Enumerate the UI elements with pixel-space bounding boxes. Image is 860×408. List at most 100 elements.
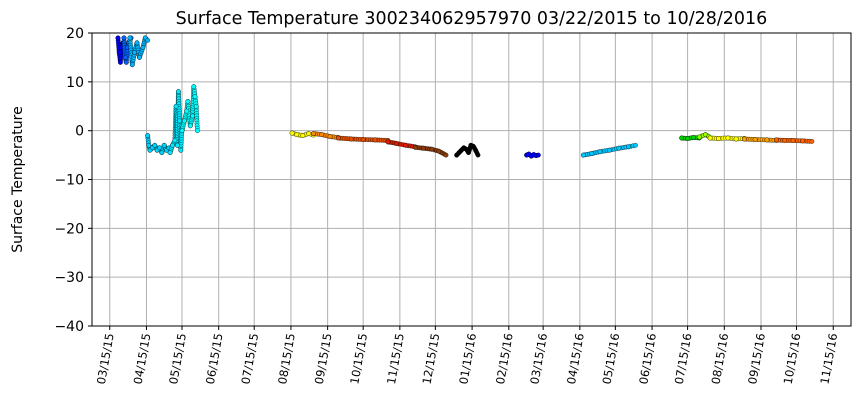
data-point	[774, 137, 779, 143]
data-point	[121, 35, 127, 41]
series-13	[524, 151, 541, 159]
series-11	[412, 144, 449, 158]
data-point	[116, 50, 122, 55]
data-point	[466, 150, 471, 155]
x-tick-label: 02/15/16	[493, 332, 516, 385]
x-tick-label: 12/15/15	[420, 332, 443, 385]
data-point	[173, 103, 179, 109]
data-point	[443, 152, 449, 158]
data-point	[319, 132, 325, 137]
y-tick-label: 0	[75, 124, 84, 140]
data-point	[589, 151, 595, 156]
data-point	[187, 123, 193, 129]
data-point	[707, 135, 713, 141]
data-point	[335, 135, 341, 141]
x-axis: 03/15/15 04/15/15 05/15/15 06/15/15 07/15/15…	[94, 326, 840, 385]
series-6	[179, 84, 200, 134]
data-point	[157, 145, 162, 151]
data-point	[134, 40, 140, 46]
data-point	[146, 142, 152, 148]
data-point	[633, 142, 638, 148]
data-point	[327, 134, 333, 139]
x-tick-label: 03/15/15	[94, 332, 117, 385]
data-point	[685, 136, 690, 141]
data-point	[697, 134, 702, 140]
data-point	[372, 137, 378, 143]
x-tick-label: 08/15/15	[275, 332, 298, 385]
x-tick-label: 05/15/16	[600, 332, 623, 385]
data-point	[607, 147, 612, 153]
data-point	[752, 137, 758, 142]
x-tick-label: 04/15/16	[564, 332, 587, 385]
data-point	[716, 136, 721, 141]
x-tick-label: 10/15/15	[347, 332, 370, 385]
data-point	[421, 145, 426, 151]
series-19	[774, 137, 815, 144]
data-point	[475, 152, 481, 158]
data-point	[145, 133, 151, 138]
series-12	[454, 142, 481, 158]
data-point	[129, 62, 135, 68]
data-point	[764, 137, 770, 143]
data-point	[679, 135, 685, 141]
data-point	[429, 146, 435, 152]
y-axis-label: Surface Temperature	[10, 106, 26, 252]
data-point	[473, 147, 478, 153]
y-tick-label: −30	[54, 270, 84, 286]
x-tick-label: 06/15/15	[203, 332, 226, 385]
data-point	[616, 145, 622, 151]
y-tick-label: −20	[54, 221, 84, 237]
data-point	[179, 128, 185, 134]
series-4	[145, 133, 172, 155]
x-tick-label: 03/15/16	[527, 332, 550, 385]
data-point	[184, 108, 190, 114]
x-tick-label: 04/15/15	[131, 332, 154, 385]
series-10	[385, 139, 418, 150]
data-point	[177, 118, 182, 124]
data-point	[178, 147, 184, 153]
data-point	[123, 59, 129, 65]
data-point	[360, 137, 366, 142]
data-point	[137, 55, 142, 60]
data-point	[167, 150, 173, 155]
data-point	[185, 99, 191, 104]
data-point	[127, 35, 133, 41]
x-tick-label: 07/15/15	[238, 332, 261, 385]
data-point	[170, 142, 175, 148]
data-point	[161, 142, 167, 148]
data-point	[393, 141, 399, 146]
x-tick-label: 05/15/15	[166, 332, 189, 385]
data-point	[115, 35, 121, 41]
data-point	[436, 148, 442, 154]
data-point	[122, 55, 128, 60]
x-tick-label: 06/15/16	[636, 332, 659, 385]
data-point	[311, 131, 316, 136]
data-point	[140, 45, 146, 50]
data-points	[115, 35, 815, 159]
data-point	[306, 131, 312, 136]
x-tick-label: 07/15/16	[672, 332, 695, 385]
data-point	[195, 128, 200, 134]
data-point	[581, 152, 586, 158]
data-point	[742, 136, 747, 142]
data-point	[118, 59, 123, 65]
y-tick-label: 10	[66, 75, 84, 91]
data-point	[193, 103, 199, 109]
data-point	[348, 136, 354, 142]
x-tick-label: 11/15/15	[384, 332, 407, 385]
data-point	[289, 130, 295, 136]
y-tick-label: −40	[54, 319, 84, 335]
y-tick-label: −10	[54, 173, 84, 189]
series-8	[311, 131, 341, 140]
x-tick-label: 08/15/16	[708, 332, 731, 385]
data-point	[800, 138, 805, 144]
data-point	[412, 144, 418, 150]
data-point	[463, 146, 469, 152]
data-point	[790, 138, 796, 143]
data-point	[174, 142, 180, 148]
y-axis: 20 10 0 −10 −20 −30 −40	[54, 26, 92, 335]
data-point	[172, 138, 178, 143]
series-7	[289, 130, 316, 138]
data-point	[190, 113, 195, 119]
